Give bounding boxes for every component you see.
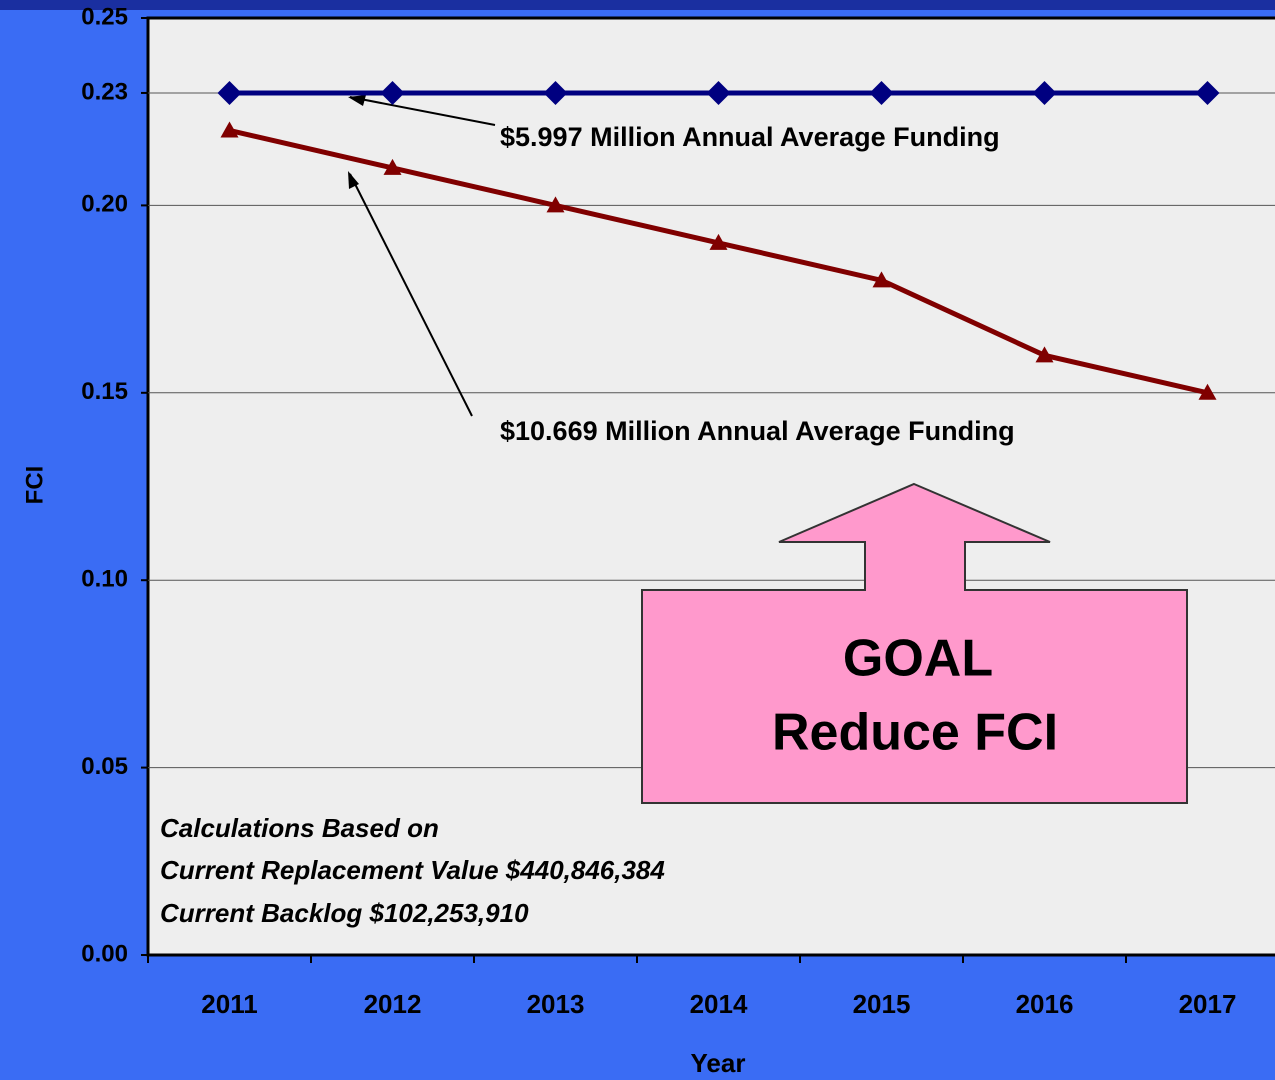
marker: [546, 196, 565, 213]
y-tick-label: 0.00: [81, 940, 128, 967]
series-label: $10.669 Million Annual Average Funding: [500, 416, 1015, 446]
marker: [217, 80, 242, 105]
series-label: $5.997 Million Annual Average Funding: [500, 122, 1000, 152]
marker: [380, 80, 405, 105]
note: Current Backlog $102,253,910: [160, 898, 529, 928]
marker: [869, 80, 894, 105]
marker: [872, 271, 891, 288]
arrow-head: [348, 171, 359, 189]
x-tick-label: 2014: [690, 989, 748, 1019]
y-tick-label: 0.20: [81, 191, 128, 218]
marker: [543, 80, 568, 105]
annotation-arrow: [349, 96, 496, 126]
marker: [1032, 80, 1057, 105]
y-tick-label: 0.25: [81, 3, 128, 30]
x-tick-label: 2017: [1179, 989, 1237, 1019]
marker: [1198, 383, 1217, 400]
y-tick-label: 0.15: [81, 378, 128, 405]
x-tick-label: 2016: [1016, 989, 1074, 1019]
marker: [383, 158, 402, 175]
y-axis-label: FCI: [21, 466, 48, 505]
y-tick-label: 0.10: [81, 566, 128, 593]
marker: [1035, 346, 1054, 363]
x-axis-label: Year: [691, 1048, 746, 1078]
x-tick-label: 2015: [853, 989, 911, 1019]
goal-arrow: [641, 482, 1188, 804]
y-tick-label: 0.23: [81, 78, 128, 105]
note: Current Replacement Value $440,846,384: [160, 855, 665, 885]
marker: [1195, 80, 1220, 105]
note: Calculations Based on: [160, 813, 439, 843]
x-tick-label: 2013: [527, 989, 585, 1019]
annotation-arrow: [349, 173, 473, 417]
goal-text: Reduce FCI: [772, 704, 1058, 762]
top-band: [0, 0, 1275, 10]
goal-text: GOAL: [843, 630, 993, 688]
arrow-head: [348, 95, 366, 106]
marker: [709, 233, 728, 250]
marker: [706, 80, 731, 105]
y-tick-label: 0.05: [81, 753, 128, 780]
x-tick-label: 2011: [201, 989, 257, 1019]
x-tick-label: 2012: [364, 989, 422, 1019]
marker: [220, 121, 239, 138]
